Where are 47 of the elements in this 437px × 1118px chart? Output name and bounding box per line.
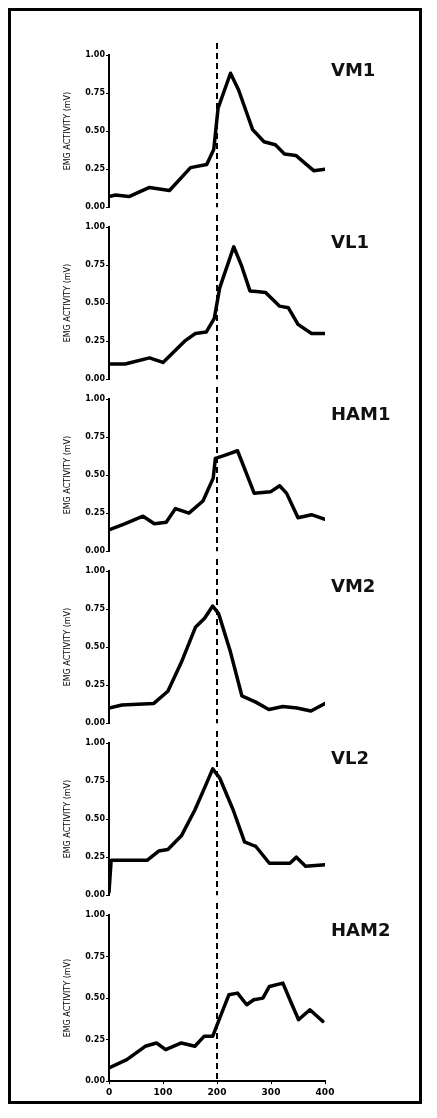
y-tick-label: 0.25 [85, 680, 106, 690]
y-tick-label: 0.75 [85, 432, 106, 442]
y-tick-label: 0.00 [85, 374, 106, 384]
y-tick-label: 0.75 [85, 951, 106, 961]
y-tick-label: 0.75 [85, 776, 106, 786]
y-tick-label: 0.00 [85, 1076, 106, 1086]
y-tick-label: 0.00 [85, 202, 106, 212]
y-tick-label: 0.25 [85, 508, 106, 518]
y-tick-label: 0.25 [85, 852, 106, 862]
y-tick-label: 0.50 [85, 298, 106, 308]
chart-title: HAM2 [331, 919, 391, 940]
chart-title: VL2 [331, 747, 369, 768]
chart-title: VM1 [331, 59, 376, 80]
y-tick-label: 0.50 [85, 470, 106, 480]
y-tick-label: 1.00 [85, 566, 106, 576]
y-tick-label: 0.00 [85, 546, 106, 556]
y-tick-label: 1.00 [85, 222, 106, 232]
y-tick-label: 0.50 [85, 642, 106, 652]
y-tick-label: 1.00 [85, 738, 106, 748]
chart-title: VM2 [331, 575, 376, 596]
x-tick-label: 0 [105, 1086, 113, 1097]
y-axis-title: EMG ACTIVITY (mV) [62, 435, 72, 515]
x-tick-label: 400 [315, 1086, 335, 1097]
y-tick-label: 0.00 [85, 718, 106, 728]
y-axis-title: EMG ACTIVITY (mV) [62, 779, 72, 859]
chart-title: VL1 [331, 231, 369, 252]
y-axis-title: EMG ACTIVITY (mV) [62, 263, 72, 343]
x-tick-label: 200 [207, 1086, 227, 1097]
y-tick-label: 0.25 [85, 1034, 106, 1044]
y-tick-label: 0.50 [85, 814, 106, 824]
x-tick-label: 100 [153, 1086, 173, 1097]
y-tick-label: 0.75 [85, 260, 106, 270]
y-axis-title: EMG ACTIVITY (mV) [62, 607, 72, 687]
y-tick-label: 0.00 [85, 890, 106, 900]
y-tick-label: 0.25 [85, 336, 106, 346]
y-axis-title: EMG ACTIVITY (mV) [62, 958, 72, 1038]
y-tick-label: 1.00 [85, 394, 106, 404]
y-tick-label: 0.50 [85, 993, 106, 1003]
x-tick-label: 300 [261, 1086, 281, 1097]
y-tick-label: 0.50 [85, 126, 106, 136]
y-axis-title: EMG ACTIVITY (mV) [62, 91, 72, 171]
y-tick-label: 1.00 [85, 910, 106, 920]
y-tick-label: 0.75 [85, 604, 106, 614]
y-tick-label: 0.25 [85, 164, 106, 174]
chart-title: HAM1 [331, 403, 391, 424]
y-tick-label: 0.75 [85, 88, 106, 98]
y-tick-label: 1.00 [85, 50, 106, 60]
